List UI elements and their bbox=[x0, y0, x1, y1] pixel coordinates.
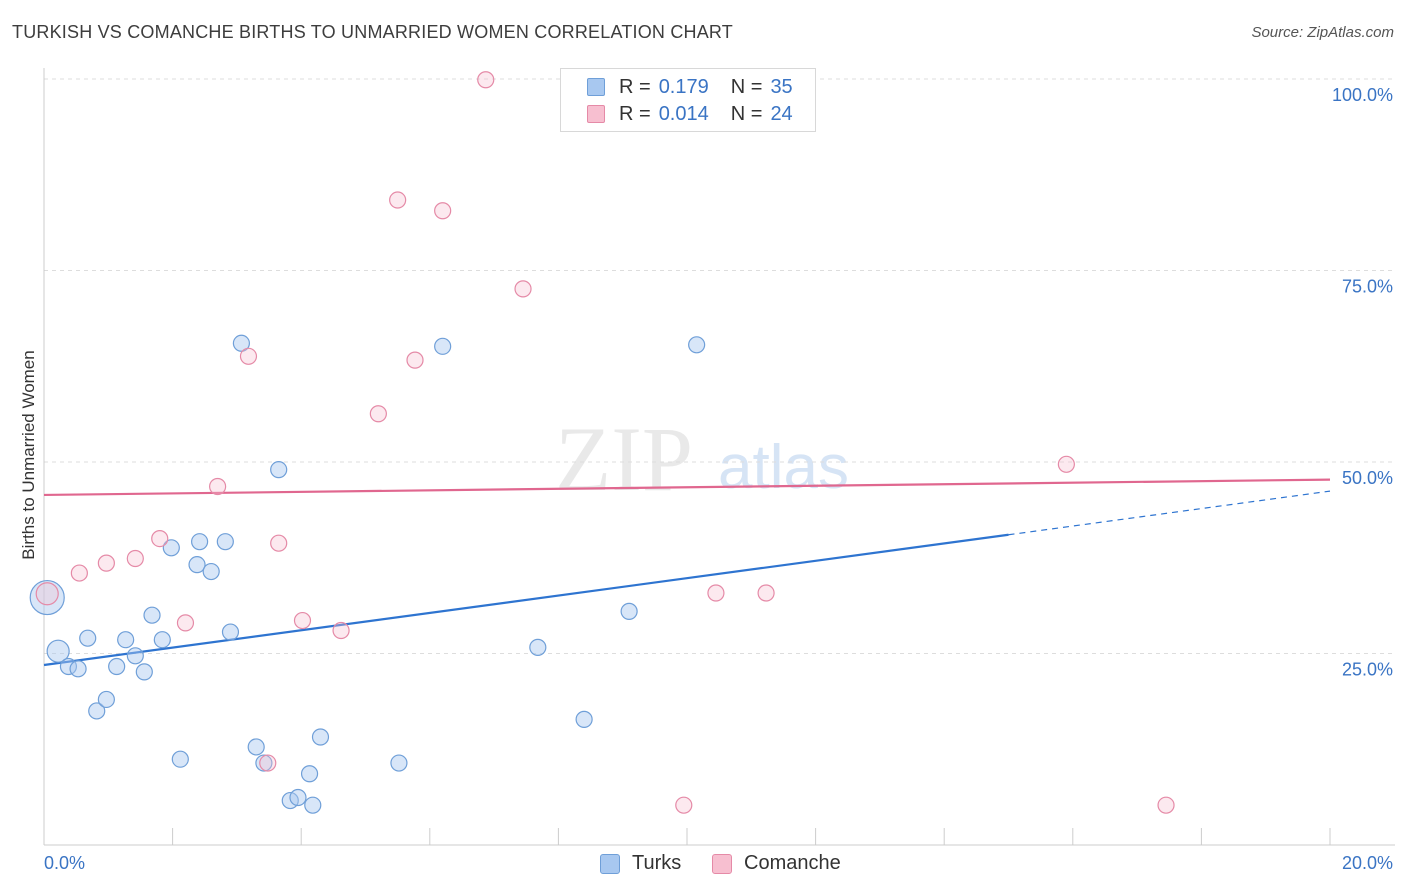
y-tick-label: 75.0% bbox=[1342, 277, 1393, 297]
legend-n-value: 24 bbox=[770, 102, 793, 125]
point-turks bbox=[575, 710, 593, 728]
legend-r-label: R = bbox=[619, 75, 651, 98]
point-turks bbox=[202, 562, 220, 581]
watermark-atlas: atlas bbox=[718, 433, 849, 502]
point-turks bbox=[300, 765, 319, 783]
point-turks bbox=[88, 702, 106, 720]
point-turks bbox=[143, 606, 161, 624]
chart-title: TURKISH VS COMANCHE BIRTHS TO UNMARRIED … bbox=[12, 22, 733, 42]
trend-line-turks bbox=[43, 533, 1009, 667]
legend-item-turks[interactable]: Turks bbox=[600, 852, 681, 875]
series-legend: Turks Comanche bbox=[0, 850, 1406, 878]
point-turks bbox=[191, 533, 209, 551]
legend-label-comanche: Comanche bbox=[744, 852, 841, 874]
x-tick-label: 0.0% bbox=[44, 853, 85, 873]
legend-label-turks: Turks bbox=[632, 852, 682, 874]
point-comanche bbox=[293, 611, 312, 630]
point-comanche bbox=[389, 191, 407, 209]
y-tick-label: 25.0% bbox=[1342, 660, 1393, 680]
point-turks bbox=[289, 788, 307, 807]
source-label: Source: ZipAtlas.com bbox=[1251, 24, 1394, 41]
legend-swatch-turks bbox=[587, 78, 605, 96]
point-comanche bbox=[675, 796, 693, 814]
point-turks bbox=[529, 638, 547, 656]
correlation-legend: R = 0.179 N = 35 R = 0.014 N = 24 bbox=[560, 68, 816, 132]
point-comanche bbox=[209, 477, 227, 496]
point-turks bbox=[69, 660, 87, 678]
point-turks bbox=[270, 461, 288, 479]
point-turks bbox=[390, 754, 408, 772]
point-turks bbox=[46, 639, 70, 663]
point-turks bbox=[97, 690, 115, 709]
point-comanche bbox=[1057, 455, 1075, 473]
point-turks bbox=[171, 750, 189, 768]
point-comanche bbox=[369, 405, 387, 423]
point-comanche bbox=[97, 554, 115, 572]
point-turks bbox=[688, 336, 706, 354]
legend-swatch-comanche bbox=[712, 853, 732, 874]
point-comanche bbox=[477, 71, 495, 89]
point-turks bbox=[79, 629, 97, 647]
watermark: ZIP atlas bbox=[555, 408, 849, 510]
point-turks bbox=[221, 623, 240, 641]
point-turks bbox=[162, 539, 180, 557]
y-axis-label: Births to Unmarried Women bbox=[19, 350, 38, 559]
legend-r-value: 0.179 bbox=[658, 75, 709, 98]
point-turks bbox=[232, 334, 251, 352]
point-comanche bbox=[406, 351, 424, 369]
point-comanche bbox=[1157, 796, 1175, 814]
legend-swatch-turks bbox=[600, 853, 620, 874]
watermark-zip: ZIP bbox=[555, 408, 693, 510]
x-tick-label: 20.0% bbox=[1342, 853, 1393, 873]
legend-r-value: 0.014 bbox=[658, 102, 709, 125]
grid-lines bbox=[44, 78, 1395, 654]
point-comanche bbox=[270, 534, 288, 552]
point-turks bbox=[117, 631, 135, 649]
legend-n-label: N = bbox=[730, 75, 763, 98]
tick-labels: 25.0% 50.0% 75.0% 100.0% 0.0% 20.0% bbox=[44, 85, 1393, 873]
y-tick-label: 50.0% bbox=[1342, 468, 1393, 488]
point-comanche bbox=[151, 529, 169, 548]
axes bbox=[43, 68, 1395, 846]
legend-row-turks: R = 0.179 N = 35 bbox=[587, 74, 793, 100]
y-tick-label: 100.0% bbox=[1332, 85, 1393, 105]
legend-r-label: R = bbox=[619, 102, 651, 125]
point-turks bbox=[304, 796, 322, 814]
legend-item-comanche[interactable]: Comanche bbox=[712, 852, 841, 875]
point-turks bbox=[216, 533, 234, 551]
point-comanche bbox=[514, 280, 532, 298]
point-comanche bbox=[332, 621, 350, 640]
trend-lines bbox=[43, 478, 1331, 667]
data-points bbox=[29, 71, 1175, 814]
legend-row-comanche: R = 0.014 N = 24 bbox=[587, 101, 793, 127]
trend-line-comanche bbox=[43, 478, 1331, 497]
point-comanche bbox=[239, 347, 258, 365]
point-comanche bbox=[70, 564, 88, 582]
point-turks bbox=[434, 337, 452, 355]
legend-n-label: N = bbox=[730, 102, 763, 125]
point-turks bbox=[153, 631, 171, 649]
point-comanche bbox=[126, 549, 144, 568]
trend-line-turks-extension bbox=[1008, 490, 1331, 536]
point-turks bbox=[108, 657, 126, 676]
point-comanche bbox=[757, 584, 775, 602]
point-turks bbox=[620, 602, 638, 620]
point-turks bbox=[188, 556, 206, 574]
legend-n-value: 35 bbox=[770, 75, 793, 98]
point-turks bbox=[311, 728, 330, 746]
point-comanche bbox=[176, 614, 195, 632]
point-comanche bbox=[434, 202, 452, 220]
point-turks bbox=[29, 579, 65, 616]
point-turks bbox=[255, 754, 273, 772]
legend-swatch-comanche bbox=[587, 105, 605, 123]
point-comanche bbox=[259, 754, 277, 772]
point-comanche bbox=[35, 582, 59, 606]
point-turks bbox=[135, 663, 153, 681]
point-comanche bbox=[707, 584, 725, 602]
point-turks bbox=[126, 647, 144, 665]
point-turks bbox=[247, 738, 265, 756]
